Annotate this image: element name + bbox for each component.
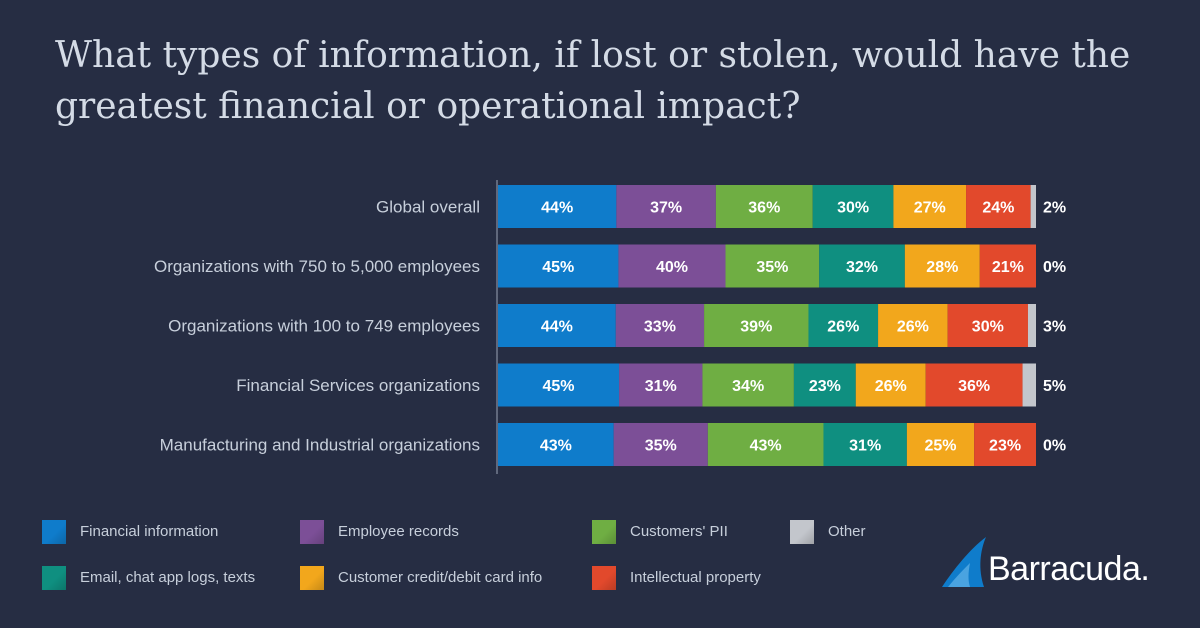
bar-segment bbox=[702, 363, 794, 407]
other-data-label: 5% bbox=[1043, 378, 1066, 395]
data-label: 25% bbox=[924, 438, 956, 455]
bar-segment bbox=[618, 244, 726, 288]
data-label: 35% bbox=[645, 438, 677, 455]
legend-swatch bbox=[790, 520, 814, 544]
bar-segment bbox=[1030, 185, 1036, 228]
bar-segment bbox=[725, 244, 820, 288]
bar-segment bbox=[498, 423, 614, 466]
category-label: Organizations with 750 to 5,000 employee… bbox=[154, 257, 480, 276]
bar-segment bbox=[966, 185, 1031, 228]
bar-segment bbox=[793, 363, 856, 407]
category-label: Manufacturing and Industrial organizatio… bbox=[160, 436, 480, 455]
legend-label: Employee records bbox=[338, 523, 459, 540]
bar-segment bbox=[823, 423, 907, 466]
bar-segment bbox=[715, 185, 813, 228]
bar-segment bbox=[855, 363, 926, 407]
bar-segment bbox=[498, 244, 619, 288]
barracuda-logo: Barracuda. bbox=[940, 535, 1170, 595]
data-label: 45% bbox=[542, 259, 574, 276]
data-label: 30% bbox=[972, 319, 1004, 336]
data-label: 39% bbox=[740, 319, 772, 336]
data-label: 44% bbox=[541, 200, 573, 217]
legend-swatch bbox=[42, 566, 66, 590]
category-label: Financial Services organizations bbox=[236, 376, 480, 395]
other-data-label: 3% bbox=[1043, 319, 1066, 336]
legend-swatch bbox=[592, 520, 616, 544]
legend-swatch bbox=[300, 520, 324, 544]
category-label: Global overall bbox=[376, 198, 480, 217]
bar-segment bbox=[1027, 304, 1036, 347]
bar-segment bbox=[613, 423, 708, 466]
bar-segment bbox=[878, 304, 948, 347]
data-label: 23% bbox=[989, 438, 1021, 455]
data-label: 43% bbox=[540, 438, 572, 455]
bar-segment bbox=[619, 363, 703, 407]
data-label: 30% bbox=[837, 200, 869, 217]
brand-name: Barracuda. bbox=[988, 550, 1150, 588]
data-label: 40% bbox=[656, 259, 688, 276]
data-label: 44% bbox=[541, 319, 573, 336]
bar-segment bbox=[947, 304, 1028, 347]
bar-segment bbox=[974, 423, 1036, 466]
bar-segment bbox=[615, 304, 705, 347]
legend-label: Customer credit/debit card info bbox=[338, 569, 543, 586]
other-data-label: 0% bbox=[1043, 259, 1066, 276]
data-label: 43% bbox=[750, 438, 782, 455]
data-label: 24% bbox=[982, 200, 1014, 217]
legend-swatch bbox=[300, 566, 324, 590]
bar-segment bbox=[819, 244, 905, 288]
legend-label: Email, chat app logs, texts bbox=[80, 569, 256, 586]
data-label: 23% bbox=[809, 378, 841, 395]
data-label: 45% bbox=[543, 378, 575, 395]
data-label: 31% bbox=[849, 438, 881, 455]
bar-segment bbox=[893, 185, 967, 228]
category-label: Organizations with 100 to 749 employees bbox=[168, 317, 480, 336]
data-label: 31% bbox=[645, 378, 677, 395]
bar-segment bbox=[925, 363, 1023, 407]
bar-segment bbox=[498, 363, 620, 407]
bar-segment bbox=[707, 423, 824, 466]
bar-segment bbox=[808, 304, 879, 347]
bar-segment bbox=[616, 185, 716, 228]
data-label: 32% bbox=[846, 259, 878, 276]
legend-label: Other bbox=[828, 523, 866, 540]
bar-segment bbox=[704, 304, 809, 347]
barracuda-fin-icon bbox=[942, 537, 986, 587]
legend-label: Financial information bbox=[80, 523, 219, 540]
chart-title: What types of information, if lost or st… bbox=[55, 35, 1131, 127]
data-label: 35% bbox=[756, 259, 788, 276]
bar-segment bbox=[906, 423, 975, 466]
bar-segment bbox=[498, 185, 617, 228]
bar-segment bbox=[979, 244, 1036, 288]
bar-segment bbox=[904, 244, 980, 288]
data-label: 36% bbox=[958, 378, 990, 395]
bar-segment bbox=[1022, 363, 1036, 407]
other-data-label: 0% bbox=[1043, 438, 1066, 455]
data-label: 27% bbox=[914, 200, 946, 217]
bar-segment bbox=[498, 304, 616, 347]
data-label: 26% bbox=[897, 319, 929, 336]
data-label: 28% bbox=[926, 259, 958, 276]
data-label: 26% bbox=[875, 378, 907, 395]
other-data-label: 2% bbox=[1043, 200, 1066, 217]
data-label: 26% bbox=[827, 319, 859, 336]
legend-swatch bbox=[592, 566, 616, 590]
data-label: 37% bbox=[650, 200, 682, 217]
legend-label: Intellectual property bbox=[630, 569, 761, 586]
data-label: 33% bbox=[644, 319, 676, 336]
data-label: 34% bbox=[732, 378, 764, 395]
legend-swatch bbox=[42, 520, 66, 544]
data-label: 21% bbox=[992, 259, 1024, 276]
legend-label: Customers' PII bbox=[630, 523, 728, 540]
data-label: 36% bbox=[748, 200, 780, 217]
bar-segment bbox=[812, 185, 894, 228]
